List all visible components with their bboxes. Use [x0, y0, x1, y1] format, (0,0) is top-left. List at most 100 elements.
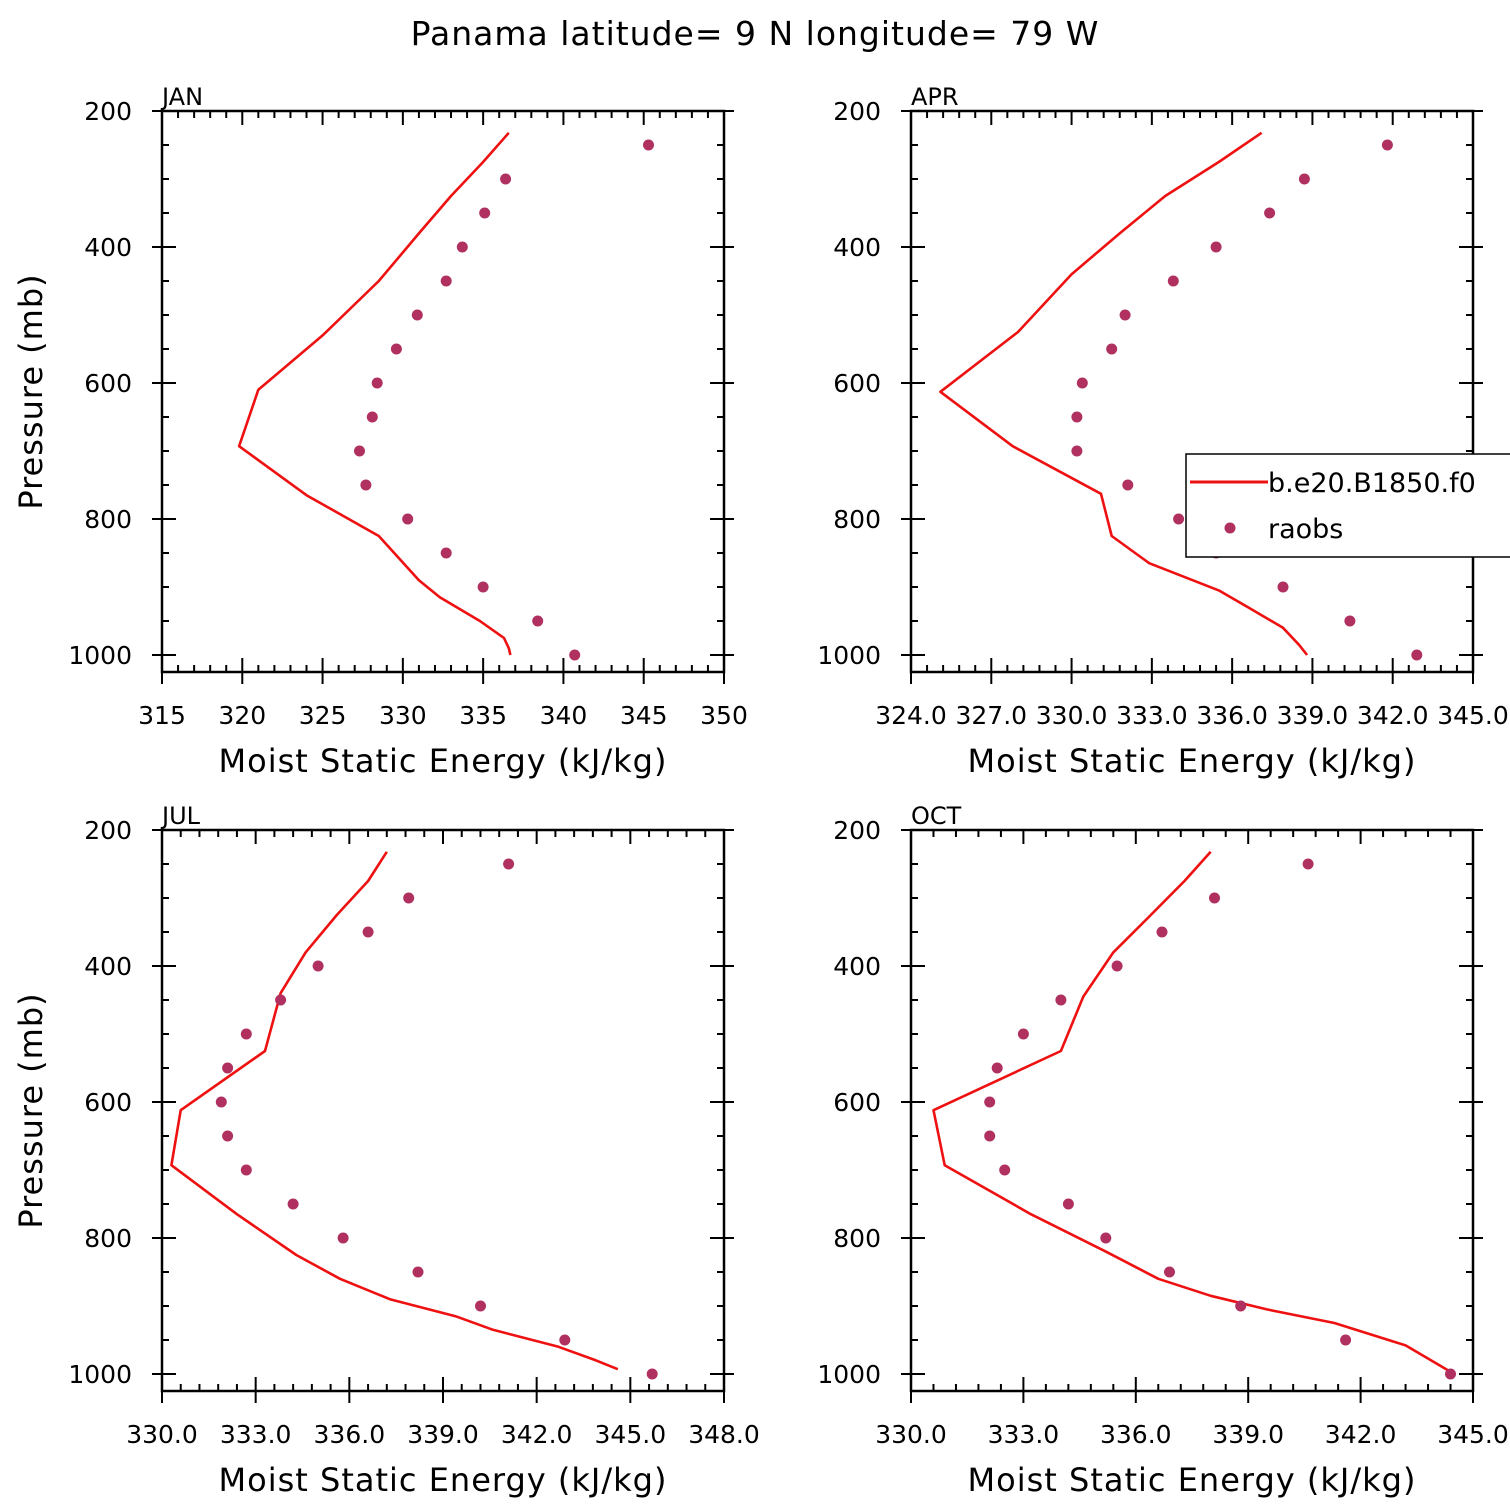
x-tick-label: 327.0 — [955, 701, 1027, 730]
raobs-point — [503, 858, 515, 870]
y-tick-label: 400 — [84, 233, 132, 262]
raobs-point — [1071, 445, 1083, 457]
raobs-point — [362, 926, 374, 938]
model-series-line — [170, 851, 619, 1371]
x-tick-label: 342.0 — [1325, 1420, 1397, 1449]
x-tick-label: 345.0 — [1437, 1420, 1509, 1449]
y-tick-label: 800 — [833, 505, 881, 534]
x-tick-label: 315 — [138, 701, 186, 730]
raobs-point — [287, 1198, 299, 1210]
raobs-point — [1210, 241, 1222, 253]
raobs-point — [532, 615, 544, 627]
raobs-point — [1209, 892, 1220, 904]
x-tick-label: 333.0 — [220, 1420, 292, 1449]
x-tick-label: 330 — [379, 701, 427, 730]
raobs-point — [1071, 411, 1083, 423]
y-tick-label: 200 — [833, 97, 881, 126]
x-axis-title: Moist Static Energy (kJ/kg) — [219, 1461, 668, 1499]
raobs-point — [1264, 207, 1276, 219]
raobs-point — [1100, 1232, 1112, 1244]
raobs-point — [1381, 139, 1393, 151]
y-tick-label: 800 — [833, 1224, 881, 1253]
raobs-point — [643, 139, 654, 151]
raobs-point — [477, 581, 489, 593]
x-tick-label: 345 — [620, 701, 668, 730]
y-tick-label: 1000 — [68, 1360, 132, 1389]
raobs-point — [1445, 1368, 1456, 1380]
raobs-point — [479, 207, 491, 219]
raobs-point — [1302, 858, 1314, 870]
panel-label: OCT — [911, 802, 962, 830]
raobs-point — [1164, 1266, 1175, 1278]
panel-oct: OCT 330.0 333.0 336.0 339.0 342.0 345.0 200 400 6… — [817, 802, 1508, 1499]
y-tick-label: 400 — [833, 233, 881, 262]
raobs-point — [240, 1028, 252, 1040]
model-series-line — [932, 850, 1455, 1376]
raobs-point — [1298, 173, 1310, 185]
plot-frame — [160, 109, 726, 674]
x-tick-label: 333.0 — [988, 1420, 1060, 1449]
y-tick-label: 600 — [833, 1088, 881, 1117]
raobs-point — [222, 1130, 234, 1142]
legend-label-raobs: raobs — [1268, 514, 1343, 545]
raobs-point — [371, 377, 383, 389]
raobs-point — [403, 892, 415, 904]
x-tick-label: 336.0 — [1100, 1420, 1172, 1449]
raobs-point — [999, 1164, 1011, 1176]
x-tick-label: 330.0 — [1036, 701, 1108, 730]
x-tick-label: 348.0 — [688, 1420, 760, 1449]
panel-apr: APR 324.0 327.0 330.0 333.0 336.0 339.0 342.0 34… — [817, 83, 1508, 780]
x-tick-label: 340 — [540, 701, 588, 730]
y-tick-label: 1000 — [817, 641, 881, 670]
x-tick-label: 324.0 — [875, 701, 947, 730]
raobs-point — [1122, 479, 1134, 491]
plot-frame — [909, 828, 1475, 1393]
raobs-point — [1111, 960, 1123, 972]
y-axis-title: Pressure (mb) — [12, 992, 50, 1228]
raobs-point — [337, 1232, 349, 1244]
raobs-point — [440, 547, 452, 559]
raobs-point — [440, 275, 452, 287]
y-axis-title: Pressure (mb) — [12, 273, 50, 509]
raobs-point — [411, 309, 423, 321]
raobs-point — [1411, 649, 1423, 661]
x-tick-label: 339.0 — [1277, 701, 1349, 730]
raobs-point — [275, 994, 287, 1006]
raobs-point — [1106, 343, 1118, 355]
legend-box — [1185, 453, 1510, 558]
raobs-point — [984, 1096, 996, 1108]
model-series-line — [237, 131, 512, 656]
raobs-point — [456, 241, 468, 253]
panel-label: APR — [911, 83, 959, 111]
figure-title: Panama latitude= 9 N longitude= 79 W — [411, 14, 1100, 53]
x-tick-label: 342.0 — [1357, 701, 1429, 730]
raobs-point — [1167, 275, 1179, 287]
raobs-point — [240, 1164, 252, 1176]
raobs-point — [500, 173, 512, 185]
x-tick-label: 330.0 — [875, 1420, 947, 1449]
raobs-point — [475, 1300, 486, 1312]
raobs-point — [222, 1062, 234, 1074]
plot-frame — [160, 828, 726, 1393]
raobs-point — [1017, 1028, 1029, 1040]
raobs-point — [1156, 926, 1168, 938]
y-tick-label: 200 — [84, 816, 132, 845]
y-tick-label: 800 — [84, 505, 132, 534]
x-tick-label: 320 — [218, 701, 266, 730]
y-tick-label: 1000 — [68, 641, 132, 670]
panel-jul: JUL 330.0 333.0 336.0 339.0 342.0 345.0 348.0 20… — [12, 802, 760, 1499]
x-tick-label: 333.0 — [1116, 701, 1188, 730]
raobs-point — [1173, 513, 1185, 525]
y-tick-label: 600 — [833, 369, 881, 398]
panel-label: JAN — [160, 83, 203, 111]
legend-label-model: b.e20.B1850.f0 — [1268, 468, 1476, 499]
panel-label: JUL — [160, 802, 201, 830]
raobs-point — [402, 513, 414, 525]
raobs-point — [412, 1266, 424, 1278]
x-tick-label: 342.0 — [501, 1420, 573, 1449]
raobs-point — [366, 411, 378, 423]
plot-frame — [909, 109, 1475, 674]
raobs-point — [1277, 581, 1289, 593]
y-tick-label: 400 — [84, 952, 132, 981]
